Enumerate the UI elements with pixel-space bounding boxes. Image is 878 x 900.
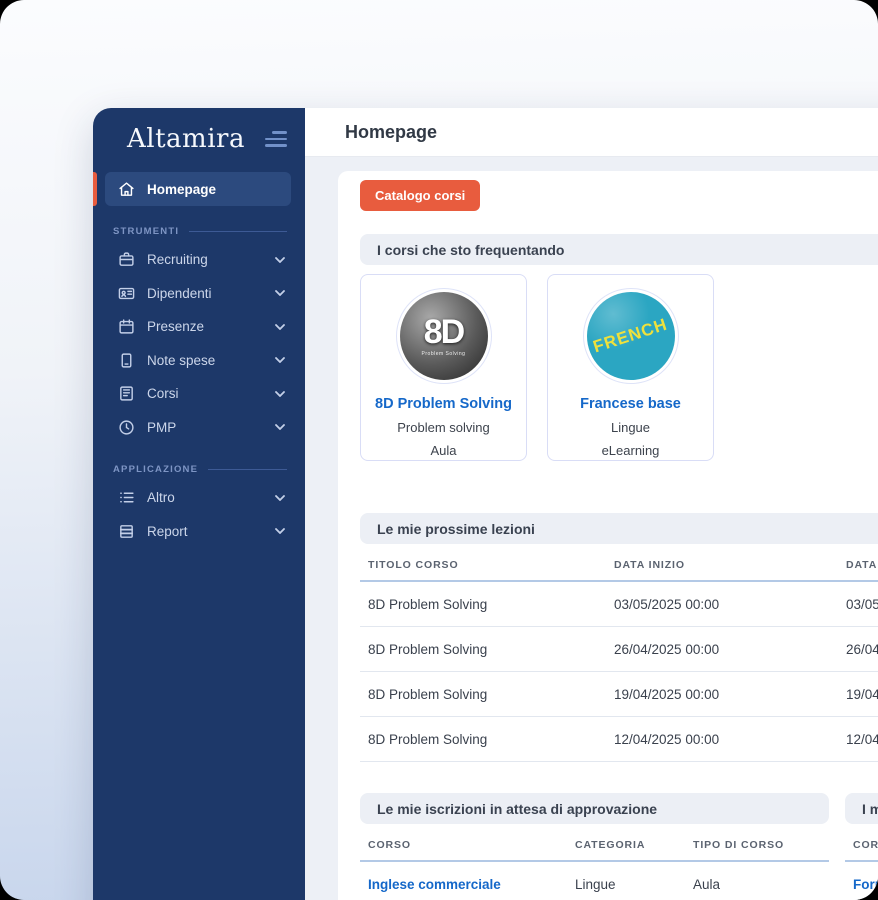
hamburger-menu-icon[interactable] <box>263 131 287 147</box>
sidebar-item-report[interactable]: Report <box>93 515 305 549</box>
course-category: Lingue <box>610 420 651 435</box>
pending-approvals-widget: Le mie iscrizioni in attesa di approvazi… <box>360 793 829 900</box>
report-icon <box>118 523 135 540</box>
sidebar-section-strumenti: STRUMENTI <box>113 226 287 237</box>
course-avatar: FRENCH <box>582 288 679 384</box>
section-title-pending: Le mie iscrizioni in attesa di approvazi… <box>360 793 829 824</box>
catalogo-corsi-button[interactable]: Catalogo corsi <box>360 180 481 211</box>
section-title-attending: I corsi che sto frequentando <box>360 234 878 265</box>
sidebar-item-homepage[interactable]: Homepage <box>93 172 291 206</box>
course-card-8d[interactable]: 8D Problem Solving 8D Problem Solving Pr… <box>360 274 527 461</box>
course-image-french: FRENCH <box>586 292 675 380</box>
course-link[interactable]: Inglese commerciale <box>368 877 501 892</box>
table-row[interactable]: Formazione <box>845 862 878 900</box>
book-icon <box>118 385 135 402</box>
sidebar: Altamira Homepage STRUMENTI Recruiting <box>93 108 305 900</box>
course-category: Problem solving <box>397 420 490 435</box>
sidebar-item-label: Recruiting <box>147 252 208 268</box>
course-card-french[interactable]: FRENCH Francese base Lingue eLearning <box>547 274 714 461</box>
column-header: DATA FINE <box>846 559 878 571</box>
clock-icon <box>118 419 135 436</box>
chevron-down-icon <box>275 323 285 330</box>
home-icon <box>118 181 135 198</box>
sidebar-item-corsi[interactable]: Corsi <box>93 377 305 411</box>
sidebar-item-label: Altro <box>147 490 175 506</box>
course-type: eLearning <box>601 443 660 458</box>
course-title-link[interactable]: 8D Problem Solving <box>375 396 512 412</box>
sidebar-item-altro[interactable]: Altro <box>93 481 305 515</box>
sidebar-item-pmp[interactable]: PMP <box>93 411 305 445</box>
sidebar-item-label: Homepage <box>147 181 217 197</box>
sidebar-section-applicazione: APPLICAZIONE <box>113 464 287 475</box>
chevron-down-icon <box>275 290 285 297</box>
sidebar-item-presenze[interactable]: Presenze <box>93 310 305 344</box>
column-header: TITOLO CORSO <box>368 559 459 571</box>
sidebar-item-label: Presenze <box>147 319 205 335</box>
pending-table-header: CORSO CATEGORIA TIPO DI CORSO <box>360 824 829 862</box>
id-card-icon <box>118 285 135 302</box>
dashboard-card: Catalogo corsi I corsi che sto frequenta… <box>338 171 878 900</box>
course-image-8d: 8D Problem Solving <box>399 292 488 380</box>
course-title-link[interactable]: Francese base <box>580 396 681 412</box>
course-link[interactable]: Formazione <box>853 877 878 892</box>
column-header: CORSO <box>368 839 412 851</box>
page-title: Homepage <box>345 121 438 142</box>
column-header: CATEGORIA <box>575 839 646 851</box>
receipt-icon <box>118 352 135 369</box>
table-row[interactable]: Inglese commerciale Lingue Aula <box>360 862 829 900</box>
sidebar-item-label: Note spese <box>147 352 216 368</box>
chevron-down-icon <box>275 424 285 431</box>
column-header: DATA INIZIO <box>614 559 685 571</box>
chevron-down-icon <box>275 528 285 535</box>
sidebar-item-dipendenti[interactable]: Dipendenti <box>93 277 305 311</box>
sidebar-item-label: Dipendenti <box>147 285 212 301</box>
course-avatar: 8D Problem Solving <box>395 288 492 384</box>
list-icon <box>118 489 135 506</box>
app-window: Altamira Homepage STRUMENTI Recruiting <box>93 108 878 900</box>
chevron-down-icon <box>275 494 285 501</box>
course-type: Aula <box>430 443 457 458</box>
main-content: Homepage Catalogo corsi I corsi che sto … <box>305 108 878 900</box>
chevron-down-icon <box>275 256 285 263</box>
altamira-logo: Altamira <box>127 124 245 154</box>
my-courses-table-header: CORSO <box>845 824 878 862</box>
briefcase-icon <box>118 251 135 268</box>
chevron-down-icon <box>275 390 285 397</box>
sidebar-item-recruiting[interactable]: Recruiting <box>93 243 305 277</box>
calendar-icon <box>118 318 135 335</box>
sidebar-item-label: Report <box>147 523 188 539</box>
lessons-table-header: TITOLO CORSO DATA INIZIO DATA FINE <box>360 544 878 582</box>
page-header: Homepage <box>305 108 878 157</box>
section-title-lessons: Le mie prossime lezioni <box>360 513 878 544</box>
sidebar-item-note-spese[interactable]: Note spese <box>93 344 305 378</box>
sidebar-item-label: PMP <box>147 419 177 435</box>
chevron-down-icon <box>275 357 285 364</box>
column-header: TIPO DI CORSO <box>693 839 785 851</box>
column-header: CORSO <box>853 839 878 851</box>
sidebar-item-label: Corsi <box>147 386 179 402</box>
